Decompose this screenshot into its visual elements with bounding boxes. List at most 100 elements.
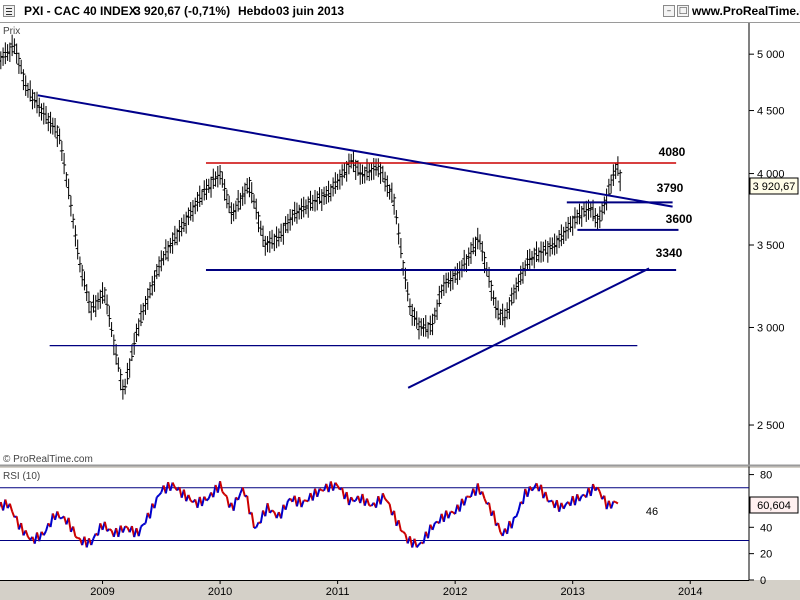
level-label-3340: 3340 [656, 246, 683, 260]
rsi-segment [106, 528, 111, 533]
rsi-segment [140, 523, 144, 528]
rsi-segment [578, 495, 583, 502]
rsi-segment [266, 502, 271, 514]
instrument-title: PXI - CAC 40 INDEX [24, 4, 137, 18]
rsi-segment [381, 492, 387, 500]
rsi-segment [549, 499, 553, 503]
price-axis [749, 23, 800, 465]
rsi-segment [241, 487, 246, 497]
rsi-segment [219, 481, 224, 492]
maximize-icon[interactable]: □ [677, 5, 689, 17]
rsi-segment [201, 496, 206, 507]
rsi-segment [386, 500, 391, 505]
rsi-segment [481, 491, 486, 500]
price-panel [0, 23, 749, 465]
rsi-tick-label: 0 [760, 575, 766, 587]
rsi-segment [402, 530, 407, 535]
rsi-segment [124, 525, 128, 529]
rsi-segment [103, 521, 109, 532]
rsi-segment [510, 517, 515, 529]
rsi-segment [153, 496, 158, 509]
x-tick-label: 2013 [560, 586, 584, 598]
rsi-segment [413, 538, 418, 548]
rsi-segment [246, 495, 251, 515]
rsi-segment [521, 488, 527, 505]
rsi-segment [463, 496, 468, 506]
rsi-segment [90, 537, 95, 546]
rsi-segment [350, 496, 355, 502]
rsi-segment [476, 483, 481, 495]
x-tick-label: 2014 [678, 586, 702, 598]
price-tick-label: 4 500 [757, 106, 785, 118]
level-label-3600: 3600 [666, 212, 693, 226]
rsi-segment [596, 486, 601, 493]
rsi-segment [526, 486, 531, 498]
menu-icon[interactable] [3, 5, 15, 17]
rsi-segment [56, 511, 61, 519]
rsi-segment [316, 488, 321, 498]
rsi-segment [49, 513, 54, 528]
rsi-segment [610, 501, 615, 509]
x-tick-label: 2010 [208, 586, 232, 598]
trend-line [407, 267, 650, 389]
rsi-segment [8, 503, 14, 512]
x-tick-label: 2009 [90, 586, 114, 598]
rsi-segment [271, 509, 275, 513]
rsi-segment [488, 502, 493, 516]
rsi-segment [431, 522, 436, 531]
rsi-segment [15, 516, 20, 530]
rsi-segment [562, 503, 567, 510]
rsi-segment [97, 523, 102, 536]
last-price-tag: 3 920,67 [753, 181, 796, 193]
site-label: www.ProRealTime.com [692, 4, 800, 18]
rsi-segment [334, 482, 339, 487]
rsi-annotation: 46 [646, 506, 658, 518]
price-bars [0, 34, 623, 400]
rsi-segment [190, 499, 194, 504]
rsi-segment [458, 498, 463, 512]
minimize-icon[interactable]: – [663, 5, 675, 17]
rsi-segment [237, 492, 242, 501]
rsi-segment [581, 493, 585, 497]
rsi-segment [300, 500, 305, 508]
rsi-segment [434, 520, 438, 524]
rsi-segment [121, 525, 127, 533]
rsi-segment [540, 484, 545, 499]
rsi-segment [427, 524, 432, 539]
rsi-segment [517, 501, 522, 512]
rsi-segment [42, 530, 47, 536]
rsi-segment [531, 486, 536, 492]
rsi-segment [397, 519, 402, 532]
price-tick-label: 3 500 [757, 240, 785, 252]
rsi-segment [108, 528, 113, 532]
level-labels: 4080 3790 3600 3340 [656, 145, 693, 260]
rsi-segment [332, 482, 337, 491]
rsi-segment [353, 499, 357, 503]
rsi-segment [492, 510, 497, 526]
rsi-segment [447, 511, 452, 519]
rsi-tick-label: 80 [760, 470, 772, 482]
rsi-segment [400, 529, 404, 533]
rsi-segment [187, 494, 192, 502]
rsi-segment [393, 510, 398, 527]
rsi-segment [384, 498, 389, 503]
rsi-segment [11, 510, 16, 518]
rsi-last-tag-box [749, 496, 799, 514]
rsi-panel-label: RSI (10) [3, 471, 40, 482]
rsi-segment [24, 530, 29, 538]
rsi-segment [544, 491, 549, 502]
rsi-segment [221, 491, 226, 496]
rsi-segment [158, 491, 163, 496]
rsi-segment [182, 489, 188, 502]
rsi-segment [515, 510, 520, 518]
rsi-segment [144, 512, 149, 524]
level-label-3790: 3790 [657, 181, 684, 195]
rsi-segment [418, 541, 422, 546]
rsi-segment [415, 543, 420, 548]
rsi-segment [280, 504, 285, 519]
rsi-segment [497, 522, 502, 533]
price-panel-label: Prix [3, 26, 20, 37]
rsi-segment [137, 526, 142, 537]
period-label: Hebdo [238, 4, 276, 18]
